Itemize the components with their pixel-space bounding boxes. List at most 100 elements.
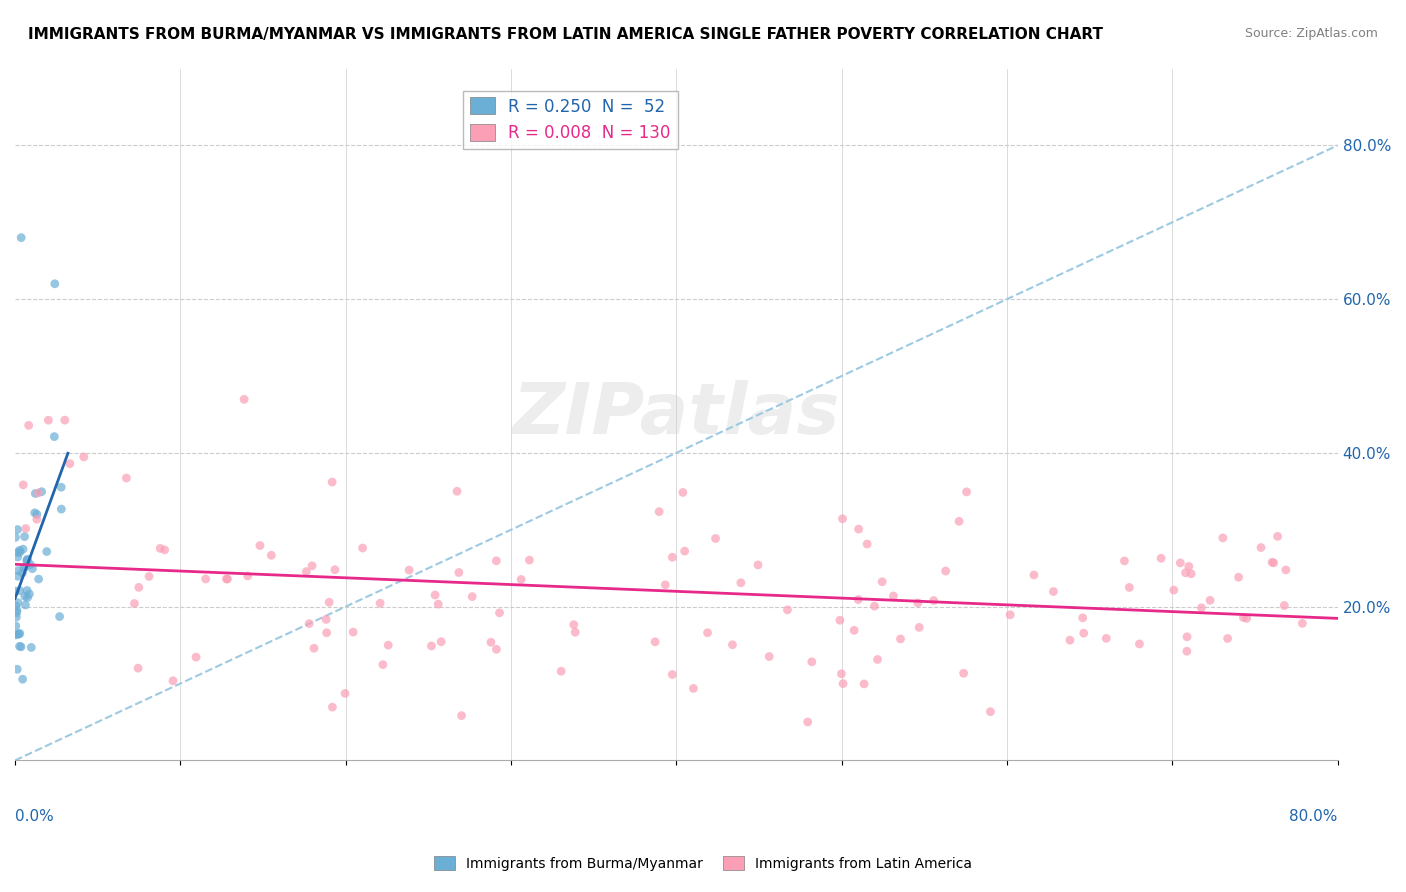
Point bbox=[420, 639, 443, 653]
Point bbox=[4, 530, 27, 544]
Point bbox=[4, 599, 27, 613]
Point bbox=[8, 640, 31, 654]
Point bbox=[564, 625, 586, 640]
Point bbox=[27, 572, 49, 586]
Point bbox=[13, 560, 35, 574]
Point bbox=[461, 590, 484, 604]
Text: IMMIGRANTS FROM BURMA/MYANMAR VS IMMIGRANTS FROM LATIN AMERICA SINGLE FATHER POV: IMMIGRANTS FROM BURMA/MYANMAR VS IMMIGRA… bbox=[28, 27, 1104, 42]
Point bbox=[48, 609, 70, 624]
Point bbox=[27, 486, 49, 500]
Point bbox=[907, 596, 929, 610]
Point bbox=[10, 230, 32, 244]
Point bbox=[800, 655, 823, 669]
Point bbox=[8, 545, 31, 559]
Point bbox=[11, 566, 34, 580]
Point bbox=[7, 596, 30, 610]
Point bbox=[342, 625, 364, 640]
Text: 80.0%: 80.0% bbox=[1289, 809, 1337, 824]
Legend: R = 0.250  N =  52, R = 0.008  N = 130: R = 0.250 N = 52, R = 0.008 N = 130 bbox=[464, 91, 678, 149]
Point bbox=[53, 413, 76, 427]
Point bbox=[8, 626, 31, 640]
Point bbox=[260, 549, 283, 563]
Point bbox=[870, 574, 893, 589]
Point bbox=[44, 429, 66, 443]
Point bbox=[844, 624, 866, 638]
Point bbox=[51, 502, 73, 516]
Point bbox=[138, 569, 160, 583]
Point bbox=[1236, 611, 1258, 625]
Point bbox=[1275, 563, 1298, 577]
Point bbox=[13, 530, 35, 544]
Point bbox=[315, 625, 337, 640]
Point bbox=[704, 532, 727, 546]
Point bbox=[4, 619, 27, 633]
Point bbox=[368, 596, 391, 610]
Point bbox=[1291, 616, 1313, 631]
Point bbox=[25, 512, 48, 526]
Point bbox=[427, 597, 450, 611]
Point bbox=[519, 553, 541, 567]
Point bbox=[149, 541, 172, 556]
Point bbox=[124, 597, 146, 611]
Point bbox=[1022, 568, 1045, 582]
Point bbox=[979, 705, 1001, 719]
Point bbox=[485, 554, 508, 568]
Point bbox=[1175, 630, 1198, 644]
Point bbox=[15, 552, 38, 566]
Point bbox=[14, 590, 37, 604]
Point bbox=[11, 542, 34, 557]
Point bbox=[59, 457, 82, 471]
Point bbox=[127, 661, 149, 675]
Point bbox=[661, 667, 683, 681]
Point bbox=[730, 575, 752, 590]
Point bbox=[948, 514, 970, 528]
Point bbox=[6, 523, 28, 537]
Point bbox=[1073, 626, 1095, 640]
Point bbox=[889, 632, 911, 646]
Point bbox=[1095, 632, 1118, 646]
Point bbox=[1128, 637, 1150, 651]
Point bbox=[450, 708, 472, 723]
Point bbox=[908, 620, 931, 634]
Point bbox=[162, 673, 184, 688]
Legend: Immigrants from Burma/Myanmar, Immigrants from Latin America: Immigrants from Burma/Myanmar, Immigrant… bbox=[429, 850, 977, 876]
Point bbox=[217, 572, 239, 586]
Point bbox=[194, 572, 217, 586]
Point bbox=[1191, 600, 1213, 615]
Point bbox=[7, 549, 30, 564]
Point bbox=[15, 583, 38, 598]
Point bbox=[776, 603, 799, 617]
Point bbox=[831, 512, 853, 526]
Point bbox=[7, 569, 30, 583]
Point bbox=[1150, 551, 1173, 566]
Point bbox=[479, 635, 502, 649]
Point bbox=[952, 666, 974, 681]
Point bbox=[922, 593, 945, 607]
Point bbox=[15, 553, 38, 567]
Point bbox=[1059, 633, 1081, 648]
Point bbox=[153, 543, 176, 558]
Point bbox=[25, 508, 48, 522]
Point bbox=[14, 522, 37, 536]
Point bbox=[447, 566, 470, 580]
Point bbox=[830, 666, 852, 681]
Point bbox=[215, 572, 238, 586]
Point bbox=[796, 714, 818, 729]
Point bbox=[371, 657, 394, 672]
Point bbox=[44, 277, 66, 291]
Point bbox=[298, 616, 321, 631]
Point bbox=[6, 603, 28, 617]
Point bbox=[321, 475, 343, 489]
Point bbox=[488, 606, 510, 620]
Point bbox=[648, 505, 671, 519]
Point bbox=[24, 506, 46, 520]
Point bbox=[7, 627, 30, 641]
Point bbox=[721, 638, 744, 652]
Point bbox=[562, 617, 585, 632]
Point bbox=[51, 480, 73, 494]
Point bbox=[10, 640, 32, 654]
Point bbox=[863, 599, 886, 613]
Point bbox=[7, 564, 30, 578]
Point bbox=[31, 484, 53, 499]
Text: ZIPatlas: ZIPatlas bbox=[513, 380, 839, 449]
